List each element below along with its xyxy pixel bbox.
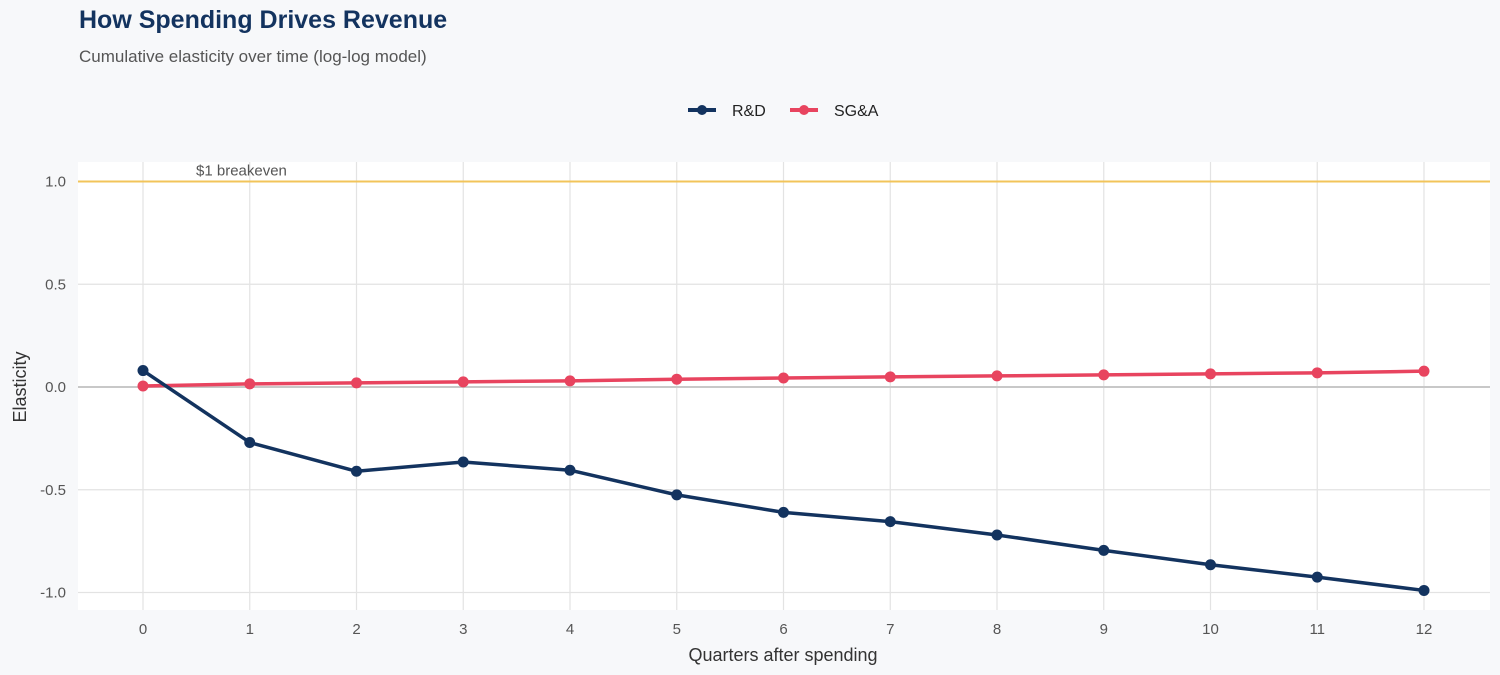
x-tick-label: 11 <box>1309 621 1325 638</box>
x-tick-label: 10 <box>1202 621 1219 638</box>
x-axis-label: Quarters after spending <box>688 645 877 665</box>
x-tick-label: 1 <box>246 621 254 638</box>
data-point <box>778 372 789 384</box>
data-point <box>351 465 362 477</box>
x-tick-label: 4 <box>566 621 574 638</box>
data-point <box>1098 544 1110 556</box>
x-tick-label: 8 <box>993 621 1001 638</box>
y-tick-label: -0.5 <box>40 482 66 499</box>
data-point <box>884 371 896 383</box>
data-point <box>351 377 362 389</box>
series-group <box>137 365 1430 596</box>
data-point <box>778 506 789 518</box>
reference-lines: $1 breakeven <box>78 163 1490 388</box>
y-tick-label: 0.0 <box>45 379 66 396</box>
data-point <box>1311 367 1323 379</box>
chart-subtitle: Cumulative elasticity over time (log-log… <box>79 47 427 66</box>
x-tick-label: 6 <box>779 621 787 638</box>
x-tick-label: 3 <box>459 621 467 638</box>
data-point <box>991 529 1003 541</box>
data-point <box>137 380 149 392</box>
legend-label: SG&A <box>834 103 879 120</box>
data-point <box>457 456 469 468</box>
legend-marker <box>799 105 809 115</box>
data-point <box>1205 559 1216 571</box>
legend: R&D SG&A <box>688 103 879 120</box>
data-point <box>457 376 469 388</box>
y-axis-label: Elasticity <box>10 351 30 422</box>
x-tick-label: 2 <box>352 621 360 638</box>
data-point <box>1418 584 1430 596</box>
data-point <box>244 378 256 390</box>
data-point <box>137 365 149 377</box>
data-point <box>1205 368 1216 380</box>
y-tick-label: 1.0 <box>45 174 66 191</box>
data-point <box>1311 571 1323 583</box>
x-tick-label: 9 <box>1100 621 1108 638</box>
data-point <box>671 373 683 385</box>
axis-ticks: 0 1 2 3 4 5 6 7 8 9 10 11 12-1.0-0.50.00.51.0 <box>40 174 1432 639</box>
x-tick-label: 5 <box>673 621 681 638</box>
legend-label: R&D <box>732 103 766 120</box>
legend-marker <box>697 105 707 115</box>
data-point <box>564 375 576 387</box>
data-point <box>991 370 1003 382</box>
y-tick-label: -1.0 <box>40 585 66 602</box>
y-tick-label: 0.5 <box>45 276 66 293</box>
data-point <box>1418 365 1430 377</box>
data-point <box>1098 369 1110 381</box>
x-tick-label: 7 <box>886 621 894 638</box>
data-point <box>671 489 683 501</box>
x-tick-label: 0 <box>139 621 147 638</box>
data-point <box>564 464 576 476</box>
breakeven-label: $1 breakeven <box>196 163 287 180</box>
data-point <box>884 516 896 528</box>
chart-title: How Spending Drives Revenue <box>79 6 448 34</box>
data-point <box>244 436 256 448</box>
x-tick-label: 12 <box>1416 621 1433 638</box>
